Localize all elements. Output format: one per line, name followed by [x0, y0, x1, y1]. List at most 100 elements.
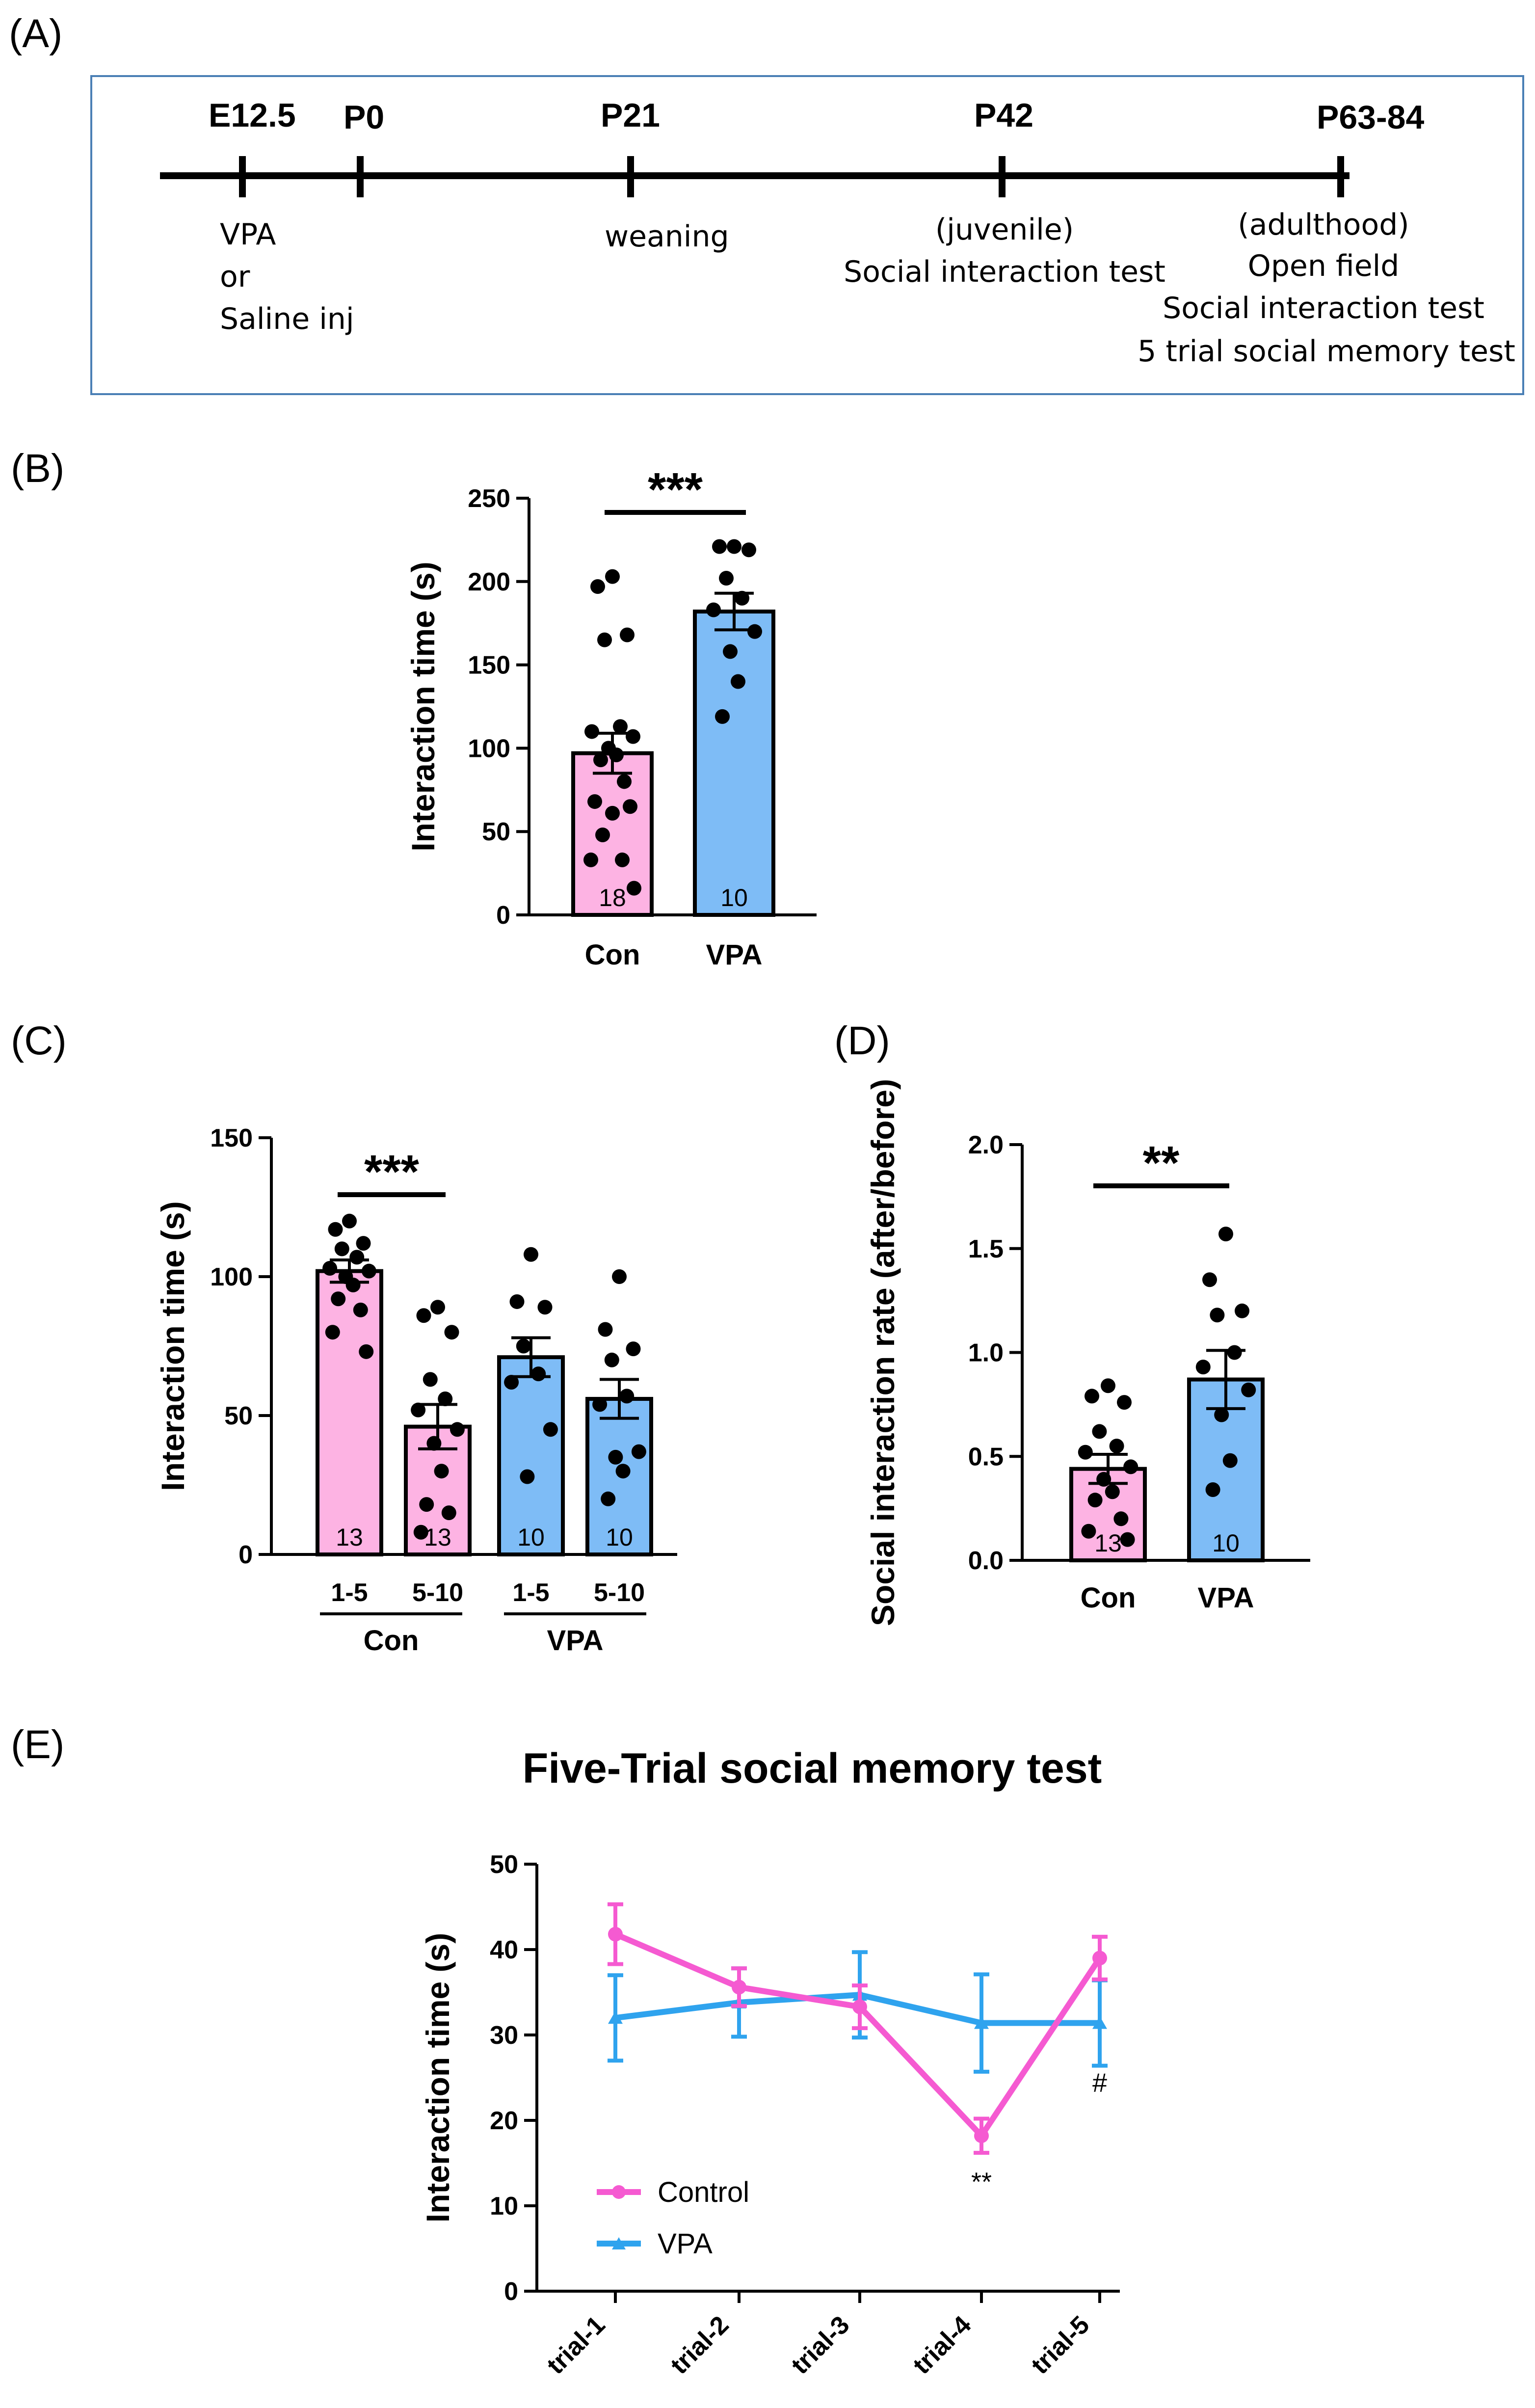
data-marker — [974, 2016, 989, 2029]
y-axis-label: Social interaction rate (after/before) — [865, 1079, 901, 1626]
data-point — [1235, 1303, 1249, 1318]
data-point — [1195, 1360, 1211, 1375]
data-marker — [608, 2011, 623, 2024]
timeline-box — [90, 75, 1524, 395]
data-point — [627, 881, 641, 896]
data-point — [413, 1525, 428, 1540]
group-label: Con — [364, 1625, 419, 1657]
note-weaning: weaning — [605, 219, 729, 254]
data-point — [516, 1338, 531, 1354]
data-point — [584, 724, 599, 739]
note-saline: Saline inj — [220, 302, 354, 336]
y-tick-label: 1.5 — [968, 1235, 1004, 1263]
x-category-label: VPA — [1198, 1582, 1254, 1614]
legend-marker-vpa — [612, 2237, 626, 2249]
y-tick-label: 20 — [490, 2107, 518, 2135]
y-tick-label: 0 — [238, 1541, 253, 1569]
data-point — [416, 1308, 431, 1323]
note-adulthood: (adulthood) — [1238, 208, 1409, 242]
data-point — [353, 1302, 368, 1317]
data-point — [441, 1505, 456, 1521]
y-axis-label: Interaction time (s) — [420, 1933, 456, 2222]
data-point — [1092, 1424, 1107, 1439]
panel-label-e: (E) — [11, 1722, 64, 1767]
bar-chart-social-interaction-rate: 0.0 0.5 1.0 1.5 2.0 Social interaction rate (… — [865, 1079, 1310, 1626]
panel-label-b: (B) — [11, 446, 64, 491]
y-tick-label: 30 — [490, 2021, 518, 2050]
panel-label-c: (C) — [11, 1018, 67, 1063]
y-tick-label: 50 — [224, 1402, 253, 1430]
x-category-label: Con — [1081, 1582, 1136, 1614]
data-point — [331, 1291, 346, 1307]
bar — [693, 609, 775, 917]
data-point — [626, 729, 640, 744]
x-tick-label: trial-4 — [907, 2310, 977, 2380]
y-tick-label: 50 — [490, 1850, 518, 1879]
data-point — [595, 827, 610, 842]
data-point — [1105, 1484, 1120, 1499]
x-tick-label: trial-1 — [541, 2310, 610, 2380]
data-point — [334, 1241, 349, 1257]
data-point — [531, 1366, 546, 1382]
chart-title-e: Five-Trial social memory test — [523, 1745, 1102, 1792]
data-marker — [608, 1926, 623, 1942]
annotation-significance: ** — [971, 2167, 992, 2196]
data-point — [543, 1422, 558, 1437]
data-point — [587, 794, 602, 809]
y-tick-label: 150 — [468, 651, 510, 680]
x-category-label: 5-10 — [594, 1579, 645, 1607]
data-point — [592, 1397, 608, 1412]
data-point — [715, 709, 730, 724]
data-point — [619, 1389, 635, 1404]
significance-stars: *** — [648, 463, 703, 516]
data-point — [419, 1497, 434, 1512]
data-point — [613, 719, 628, 734]
y-tick-label: 200 — [468, 568, 510, 596]
legend-label-vpa: VPA — [658, 2228, 713, 2260]
timeline-label-p63-84: P63-84 — [1317, 99, 1424, 136]
y-tick-label: 0.0 — [968, 1547, 1004, 1575]
note-open-field: Open field — [1248, 249, 1400, 283]
data-point — [1078, 1445, 1093, 1460]
data-point — [1120, 1532, 1135, 1547]
y-tick-label: 50 — [482, 818, 510, 846]
data-point — [342, 1213, 357, 1229]
x-category-label: 5-10 — [412, 1579, 463, 1607]
y-tick-label: 40 — [490, 1936, 518, 1964]
significance-stars: *** — [364, 1146, 420, 1198]
data-point — [426, 1436, 442, 1451]
data-point — [450, 1422, 465, 1437]
y-tick-label: 2.0 — [968, 1131, 1004, 1159]
data-point — [504, 1375, 519, 1390]
data-point — [615, 1464, 631, 1479]
data-point — [741, 542, 756, 558]
significance-stars: ** — [1143, 1137, 1180, 1189]
data-point — [537, 1300, 553, 1315]
data-point — [1109, 1439, 1124, 1454]
series-line-control — [614, 1931, 1102, 2140]
data-point — [1227, 1345, 1242, 1360]
data-point — [434, 1464, 449, 1479]
n-label: 10 — [606, 1524, 633, 1551]
y-tick-label: 250 — [468, 484, 510, 513]
data-point — [583, 852, 598, 867]
timeline-label-p42: P42 — [974, 97, 1033, 134]
n-label: 18 — [599, 884, 626, 911]
data-marker — [974, 2128, 989, 2143]
data-point — [1222, 1453, 1238, 1468]
data-point — [509, 1294, 525, 1309]
data-point — [524, 1247, 538, 1262]
data-point — [623, 799, 637, 814]
y-axis-label: Interaction time (s) — [405, 562, 441, 851]
data-point — [1096, 1472, 1112, 1487]
note-memory-test: 5 trial social memory test — [1138, 334, 1515, 369]
data-point — [328, 1222, 343, 1237]
y-tick-label: 100 — [468, 734, 510, 763]
data-point — [430, 1300, 445, 1315]
data-point — [1202, 1272, 1217, 1287]
data-point — [612, 1269, 627, 1284]
data-point — [719, 571, 734, 586]
data-point — [1214, 1407, 1229, 1422]
timeline-label-e125: E12.5 — [209, 97, 296, 134]
